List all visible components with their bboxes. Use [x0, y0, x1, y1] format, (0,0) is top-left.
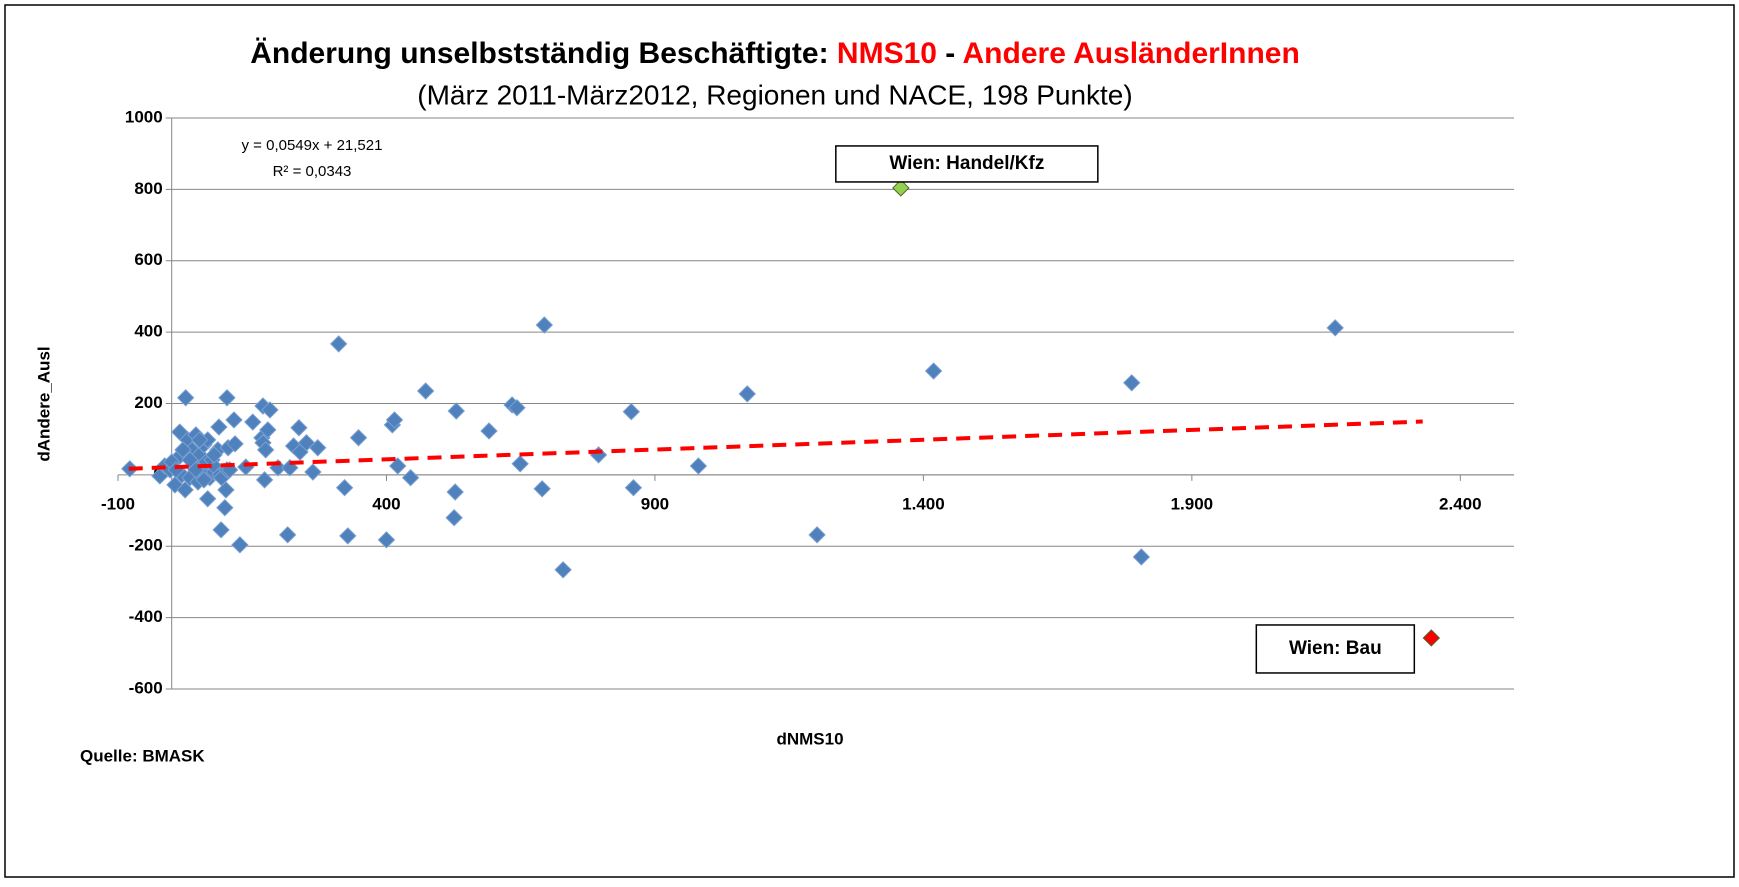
y-tick-label: -200 [129, 536, 163, 555]
trendline [128, 419, 1423, 471]
data-point [281, 459, 299, 477]
data-point [176, 389, 195, 407]
data-point [244, 413, 262, 431]
title-part: Änderung unselbstständig Beschäftigte: [250, 37, 837, 70]
data-point [401, 469, 420, 487]
data-point [176, 481, 194, 499]
data-point [1132, 548, 1151, 566]
data-point [1326, 319, 1344, 337]
x-axis-label: dNMS10 [776, 729, 843, 748]
y-tick-label: -600 [129, 678, 163, 697]
data-point [416, 382, 435, 400]
x-tick-label: 900 [641, 494, 669, 513]
y-tick-label: 600 [134, 250, 162, 269]
data-point [622, 403, 641, 421]
data-point [216, 498, 234, 517]
data-point [226, 435, 244, 453]
data-point [256, 441, 275, 459]
x-tick-label: -100 [101, 494, 135, 513]
data-point [309, 439, 327, 457]
data-point [446, 483, 464, 501]
data-point [278, 526, 297, 544]
annotation-label: Wien: Handel/Kfz [889, 153, 1044, 174]
y-tick-label: -400 [129, 607, 163, 626]
data-point [217, 481, 235, 499]
data-point [195, 471, 213, 489]
data-point [447, 402, 465, 420]
trendline-equation: y = 0,0549x + 21,521 [242, 137, 383, 154]
data-point [290, 419, 308, 437]
data-point [554, 561, 572, 579]
title-part: Andere AusländerInnen [963, 37, 1300, 70]
data-point [738, 385, 756, 403]
data-point [508, 399, 526, 417]
data-point [385, 411, 404, 429]
data-point [218, 389, 236, 407]
chart-subtitle: (März 2011-März2012, Regionen und NACE, … [417, 79, 1132, 110]
annotation-box [1255, 624, 1416, 674]
data-point [339, 527, 357, 545]
title-part: - [937, 37, 963, 70]
trendline-r2: R² = 0,0343 [273, 163, 352, 180]
y-tick-label: 400 [134, 322, 162, 341]
data-point [335, 479, 354, 497]
data-point [689, 457, 708, 475]
data-point [533, 480, 551, 498]
data-point [1123, 374, 1141, 392]
x-tick-label: 400 [372, 494, 400, 513]
data-point [261, 401, 279, 419]
source-note: Quelle: BMASK [80, 746, 205, 765]
data-point [190, 431, 209, 449]
data-point [174, 441, 192, 459]
chart-title: Änderung unselbstständig Beschäftigte: N… [250, 37, 1300, 70]
data-point [212, 521, 230, 539]
title-part: NMS10 [837, 37, 937, 70]
annotation-box [835, 145, 1099, 183]
y-axis-label: dAndere_Ausl [34, 346, 53, 461]
annotation-label: Wien: Bau [1289, 638, 1382, 659]
data-point [198, 490, 217, 508]
data-point [225, 411, 243, 429]
data-point [480, 422, 498, 440]
x-tick-label: 1.900 [1171, 494, 1214, 513]
data-point [210, 418, 228, 436]
data-point [924, 362, 943, 380]
data-point [445, 508, 463, 527]
x-tick-label: 1.400 [902, 494, 945, 513]
y-tick-label: 1000 [125, 107, 163, 126]
y-tick-label: 200 [134, 393, 162, 412]
data-point [1422, 629, 1441, 647]
data-point [304, 463, 322, 481]
data-point [624, 479, 643, 497]
data-point [892, 179, 910, 197]
data-point [349, 429, 368, 447]
data-point [535, 316, 554, 334]
y-tick-label: 800 [134, 179, 162, 198]
data-point [231, 536, 249, 554]
data-point [205, 446, 223, 464]
data-point [511, 455, 529, 473]
data-point [329, 335, 348, 353]
data-point [255, 471, 274, 489]
data-point [808, 526, 826, 544]
x-tick-label: 2.400 [1439, 494, 1482, 513]
data-point [259, 421, 277, 439]
data-point [389, 457, 407, 475]
data-point [377, 531, 396, 549]
